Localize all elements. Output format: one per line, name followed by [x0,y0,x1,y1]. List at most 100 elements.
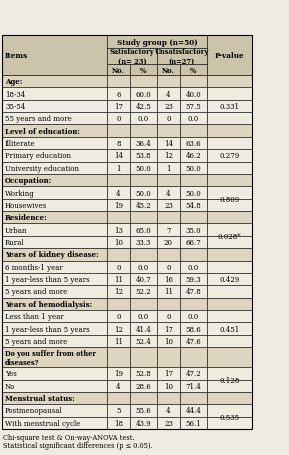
Bar [107,236,130,248]
Bar [180,199,207,212]
Text: 1: 1 [116,164,121,172]
Bar [107,101,130,113]
Bar [207,236,252,248]
Text: Yes: Yes [5,369,17,378]
Text: 0: 0 [166,263,171,271]
Text: Occupation:: Occupation: [5,177,52,185]
Text: 0: 0 [166,115,171,123]
Bar [207,392,252,404]
Text: 4: 4 [166,407,171,415]
Text: 11: 11 [164,288,173,296]
Bar [107,212,130,224]
Text: Less than 1 year: Less than 1 year [5,313,64,320]
Bar [107,286,130,298]
Text: 17: 17 [164,369,173,378]
Bar [180,236,207,248]
Bar [2,323,107,335]
Bar [107,347,130,367]
Bar [157,417,180,429]
Bar [130,392,157,404]
Bar [2,273,107,286]
Text: 13: 13 [114,226,123,234]
Bar [207,379,252,392]
Text: 19: 19 [114,202,123,209]
Bar [207,224,252,236]
Bar [107,335,130,347]
Bar [107,273,130,286]
Bar [130,298,157,310]
Bar [2,310,107,323]
Text: 35-54: 35-54 [5,103,25,111]
Text: 50.0: 50.0 [186,189,201,197]
Bar [107,65,130,76]
Text: 12: 12 [164,152,173,160]
Bar [130,101,157,113]
Bar [107,323,130,335]
Text: 8: 8 [116,140,121,148]
Bar [207,150,252,162]
Text: 60.0: 60.0 [136,91,151,98]
Bar [207,36,252,76]
Bar [157,150,180,162]
Bar [2,137,107,150]
Bar [207,298,252,310]
Bar [130,162,157,175]
Text: 54.8: 54.8 [186,202,201,209]
Bar [2,36,107,76]
Bar [207,101,252,113]
Bar [130,273,157,286]
Bar [157,404,180,417]
Text: 28.6: 28.6 [136,382,151,390]
Bar [157,162,180,175]
Bar [107,76,130,88]
Text: 0.331: 0.331 [220,103,240,111]
Text: 40.0: 40.0 [186,91,201,98]
Text: 43.9: 43.9 [136,419,151,427]
Bar [130,379,157,392]
Bar [107,224,130,236]
Bar [2,224,107,236]
Bar [107,175,130,187]
Text: 5 years and more: 5 years and more [5,337,67,345]
Bar [180,65,207,76]
Text: 46.2: 46.2 [186,152,201,160]
Text: Years of hemodialysis:: Years of hemodialysis: [5,300,92,308]
Text: 35.0: 35.0 [186,226,201,234]
Text: University education: University education [5,164,79,172]
Bar [157,261,180,273]
Bar [2,236,107,248]
Bar [130,76,157,88]
Text: Satisfactory
(n= 23): Satisfactory (n= 23) [110,48,154,66]
Bar [2,212,107,224]
Text: 52.4: 52.4 [136,337,151,345]
Text: 0: 0 [166,313,171,320]
Text: 63.6: 63.6 [186,140,201,148]
Bar [107,125,130,137]
Bar [107,113,130,125]
Text: 5 years and more: 5 years and more [5,288,67,296]
Bar [130,347,157,367]
Text: 0.809: 0.809 [219,195,240,203]
Text: Statistical significant differences (p ≤ 0.05).: Statistical significant differences (p ≤… [3,441,153,449]
Bar [2,187,107,199]
Bar [157,113,180,125]
Bar [180,404,207,417]
Text: 4: 4 [166,91,171,98]
Text: Level of education:: Level of education: [5,127,80,136]
Text: 55 years and more: 55 years and more [5,115,72,123]
Text: 11: 11 [114,275,123,283]
Bar [130,187,157,199]
Bar [207,88,252,101]
Text: 17: 17 [114,103,123,111]
Text: 0.279: 0.279 [219,152,240,160]
Bar [157,347,180,367]
Bar [107,49,157,65]
Text: 0: 0 [116,313,121,320]
Bar [2,286,107,298]
Bar [2,101,107,113]
Bar [2,367,107,379]
Bar [2,125,107,137]
Bar [2,88,107,101]
Text: Items: Items [5,52,28,60]
Text: 0: 0 [116,263,121,271]
